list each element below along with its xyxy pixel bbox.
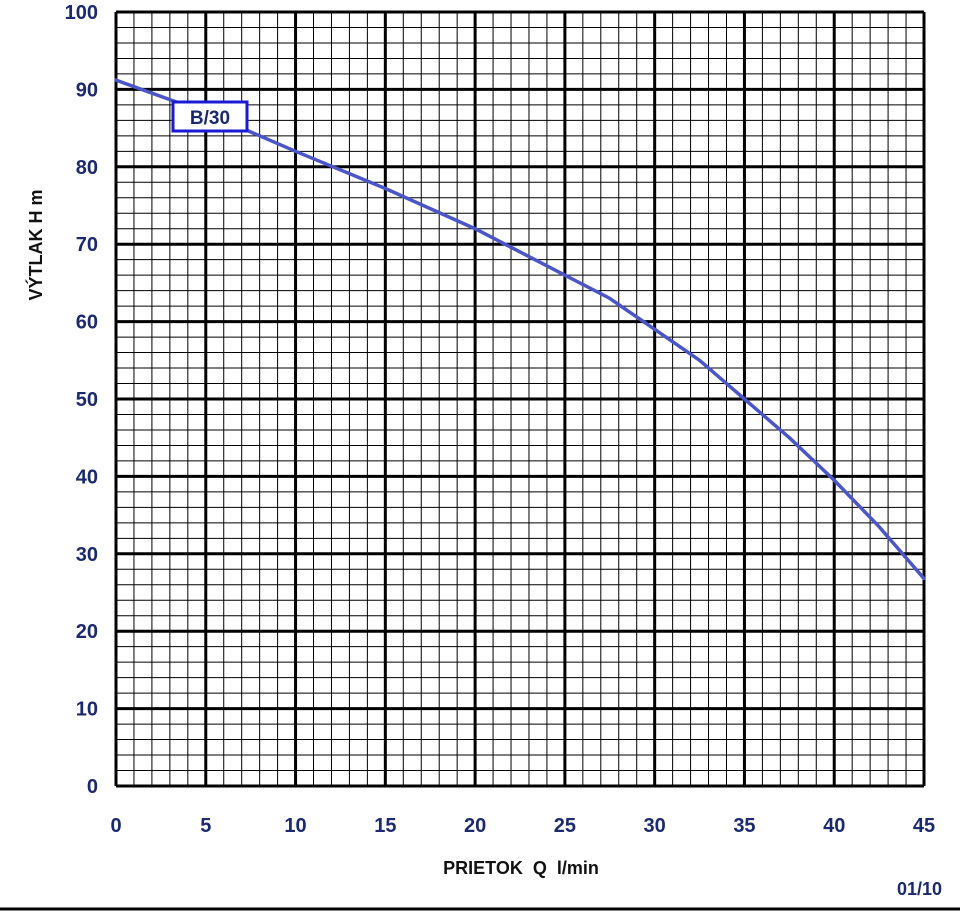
y-tick-label: 50 bbox=[76, 389, 98, 411]
y-tick-label: 20 bbox=[76, 621, 98, 643]
x-tick-label: 25 bbox=[554, 815, 576, 837]
x-tick-label: 30 bbox=[644, 815, 666, 837]
y-tick-labels: 0 10 20 30 40 50 60 70 80 90 100 bbox=[65, 2, 98, 798]
x-tick-label: 35 bbox=[733, 815, 755, 837]
y-tick-label: 70 bbox=[76, 234, 98, 256]
x-tick-labels: 0 5 10 15 20 25 30 35 40 45 bbox=[110, 815, 935, 837]
y-axis-label: VÝTLAK H m bbox=[25, 189, 46, 300]
y-tick-label: 100 bbox=[65, 2, 98, 24]
series-line-0 bbox=[114, 78, 926, 581]
y-tick-label: 10 bbox=[76, 699, 98, 721]
y-tick-label: 60 bbox=[76, 312, 98, 334]
x-tick-label: 20 bbox=[464, 815, 486, 837]
x-tick-label: 0 bbox=[110, 815, 121, 837]
y-tick-label: 90 bbox=[76, 79, 98, 101]
x-tick-label: 5 bbox=[200, 815, 211, 837]
x-tick-label: 45 bbox=[913, 815, 935, 837]
x-tick-label: 15 bbox=[374, 815, 396, 837]
series-label-text: B/30 bbox=[190, 108, 230, 129]
series-lines bbox=[114, 78, 926, 581]
series-label-box bbox=[171, 100, 249, 133]
series-labels: B/30 bbox=[171, 100, 249, 133]
y-tick-label: 30 bbox=[76, 544, 98, 566]
y-tick-label: 40 bbox=[76, 466, 98, 488]
y-tick-label: 80 bbox=[76, 157, 98, 179]
series-label-0: B/30 bbox=[171, 100, 249, 133]
x-tick-label: 10 bbox=[284, 815, 306, 837]
y-tick-label: 0 bbox=[87, 776, 98, 798]
x-tick-label: 40 bbox=[823, 815, 845, 837]
x-axis-label: PRIETOK Q l/min bbox=[443, 858, 599, 878]
chart-code-label: 01/10 bbox=[897, 879, 942, 899]
